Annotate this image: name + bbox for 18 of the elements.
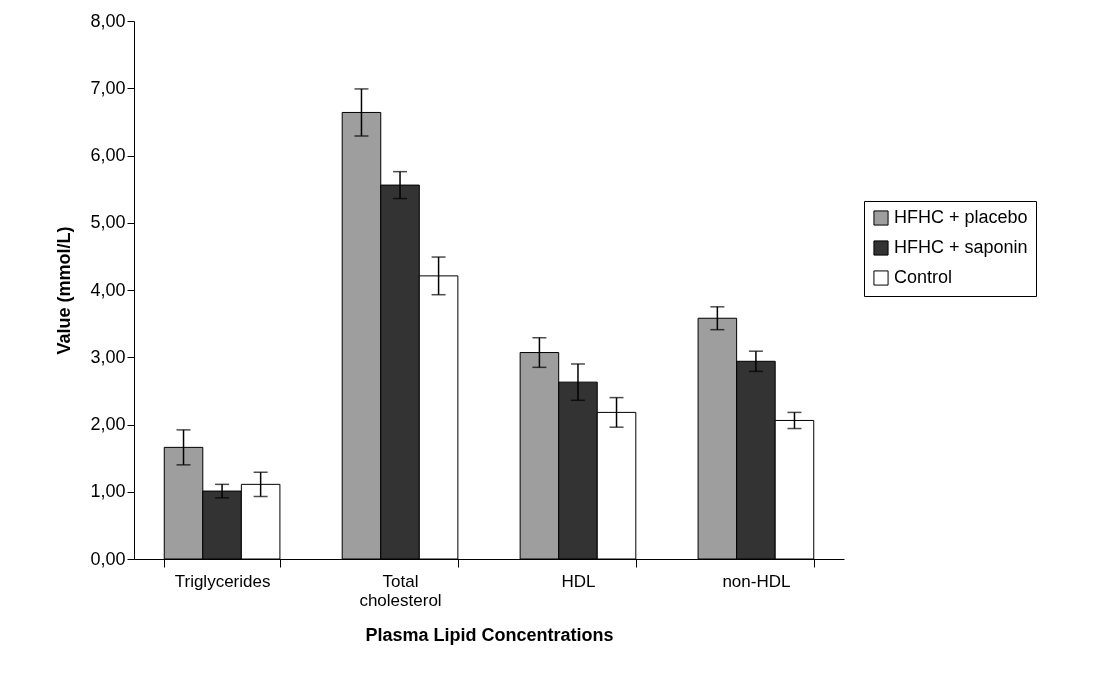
x-tick-label: HDL: [561, 571, 596, 591]
y-tick-label: 2,00: [90, 414, 126, 434]
y-axis-title: Value (mmol/L): [54, 226, 75, 355]
y-tick-label: 5,00: [90, 212, 126, 233]
legend-label: Control: [894, 267, 953, 287]
x-axis-title: Plasma Lipid Concentrations: [365, 624, 614, 645]
y-tick-label: 8,00: [90, 10, 126, 31]
legend-label: HFHC + placebo: [894, 207, 1028, 227]
x-tick-label: Total cholesterol: [359, 571, 442, 610]
y-tick-label: 0,00: [90, 548, 126, 569]
y-tick-label: 7,00: [90, 77, 126, 98]
y-tick-label: 3,00: [90, 346, 126, 367]
y-tick-label: 6,00: [90, 145, 126, 165]
x-tick-label: non-HDL: [722, 571, 791, 591]
x-tick-label: Triglycerides: [174, 571, 271, 591]
y-tick-label: 1,00: [90, 481, 126, 502]
y-tick-label: 4,00: [90, 279, 126, 300]
legend-label: HFHC + saponin: [894, 237, 1028, 257]
